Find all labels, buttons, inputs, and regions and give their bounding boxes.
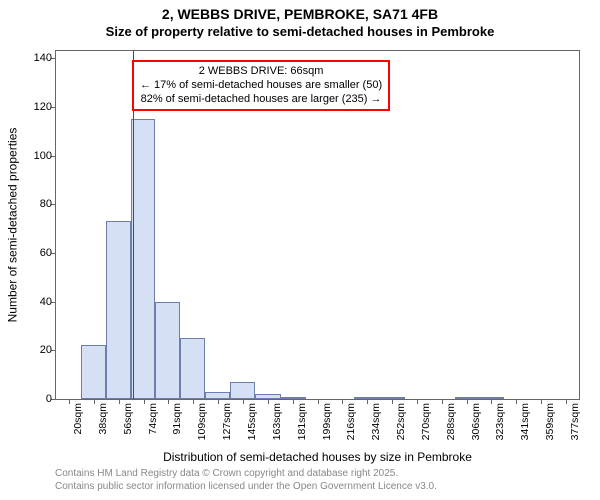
x-tick-mark: [268, 399, 269, 404]
histogram-bar: [106, 221, 131, 399]
y-tick-label: 80: [12, 198, 52, 210]
x-tick-mark: [318, 399, 319, 404]
y-tick-label: 140: [12, 52, 52, 64]
chart-title-sub: Size of property relative to semi-detach…: [0, 24, 600, 39]
x-tick-label: 109sqm: [196, 403, 208, 453]
y-tick-label: 60: [12, 247, 52, 259]
x-tick-label: 56sqm: [122, 403, 134, 453]
footer-line-1: Contains HM Land Registry data © Crown c…: [55, 468, 580, 481]
x-tick-mark: [491, 399, 492, 404]
x-tick-mark: [293, 399, 294, 404]
x-tick-label: 323sqm: [494, 403, 506, 453]
x-tick-mark: [442, 399, 443, 404]
chart-title-main: 2, WEBBS DRIVE, PEMBROKE, SA71 4FB: [0, 6, 600, 22]
x-tick-label: 199sqm: [321, 403, 333, 453]
chart-title-block: 2, WEBBS DRIVE, PEMBROKE, SA71 4FB Size …: [0, 0, 600, 39]
annotation-box: 2 WEBBS DRIVE: 66sqm← 17% of semi-detach…: [132, 60, 390, 111]
x-tick-label: 91sqm: [171, 403, 183, 453]
histogram-bar: [230, 382, 255, 399]
x-tick-mark: [168, 399, 169, 404]
x-tick-label: 306sqm: [470, 403, 482, 453]
x-tick-label: 288sqm: [445, 403, 457, 453]
annotation-line-1: ← 17% of semi-detached houses are smalle…: [140, 79, 382, 93]
annotation-line-0: 2 WEBBS DRIVE: 66sqm: [140, 65, 382, 79]
x-tick-label: 377sqm: [569, 403, 581, 453]
histogram-bar: [131, 119, 155, 399]
x-tick-mark: [193, 399, 194, 404]
x-tick-mark: [342, 399, 343, 404]
x-tick-label: 145sqm: [246, 403, 258, 453]
x-tick-mark: [467, 399, 468, 404]
y-tick-label: 40: [12, 296, 52, 308]
histogram-bar: [479, 397, 504, 399]
x-tick-label: 270sqm: [420, 403, 432, 453]
histogram-bar: [281, 397, 306, 399]
histogram-bar: [205, 392, 230, 399]
x-tick-label: 359sqm: [544, 403, 556, 453]
histogram-bar: [255, 394, 280, 399]
histogram-bar: [81, 345, 106, 399]
y-tick-label: 20: [12, 344, 52, 356]
x-tick-mark: [367, 399, 368, 404]
histogram-bar: [380, 397, 405, 399]
x-tick-mark: [392, 399, 393, 404]
histogram-bar: [180, 338, 205, 399]
x-tick-label: 216sqm: [345, 403, 357, 453]
x-tick-label: 38sqm: [97, 403, 109, 453]
x-tick-mark: [516, 399, 517, 404]
x-tick-label: 127sqm: [221, 403, 233, 453]
histogram-bar: [455, 397, 479, 399]
y-tick-label: 100: [12, 150, 52, 162]
histogram-bar: [354, 397, 379, 399]
x-tick-mark: [144, 399, 145, 404]
x-tick-label: 74sqm: [147, 403, 159, 453]
footer-line-2: Contains public sector information licen…: [55, 481, 580, 494]
x-tick-label: 20sqm: [72, 403, 84, 453]
x-tick-label: 234sqm: [370, 403, 382, 453]
x-tick-mark: [566, 399, 567, 404]
x-tick-mark: [218, 399, 219, 404]
x-tick-label: 341sqm: [519, 403, 531, 453]
x-tick-mark: [119, 399, 120, 404]
x-tick-label: 252sqm: [395, 403, 407, 453]
x-tick-label: 181sqm: [296, 403, 308, 453]
x-tick-mark: [69, 399, 70, 404]
footer-attribution: Contains HM Land Registry data © Crown c…: [55, 468, 580, 493]
annotation-line-2: 82% of semi-detached houses are larger (…: [140, 93, 382, 107]
x-tick-label: 163sqm: [271, 403, 283, 453]
plot-area: 2 WEBBS DRIVE: 66sqm← 17% of semi-detach…: [55, 50, 580, 400]
x-tick-mark: [541, 399, 542, 404]
x-tick-mark: [94, 399, 95, 404]
x-tick-mark: [243, 399, 244, 404]
y-tick-label: 0: [12, 393, 52, 405]
x-tick-mark: [417, 399, 418, 404]
y-tick-label: 120: [12, 101, 52, 113]
histogram-bar: [155, 302, 180, 399]
